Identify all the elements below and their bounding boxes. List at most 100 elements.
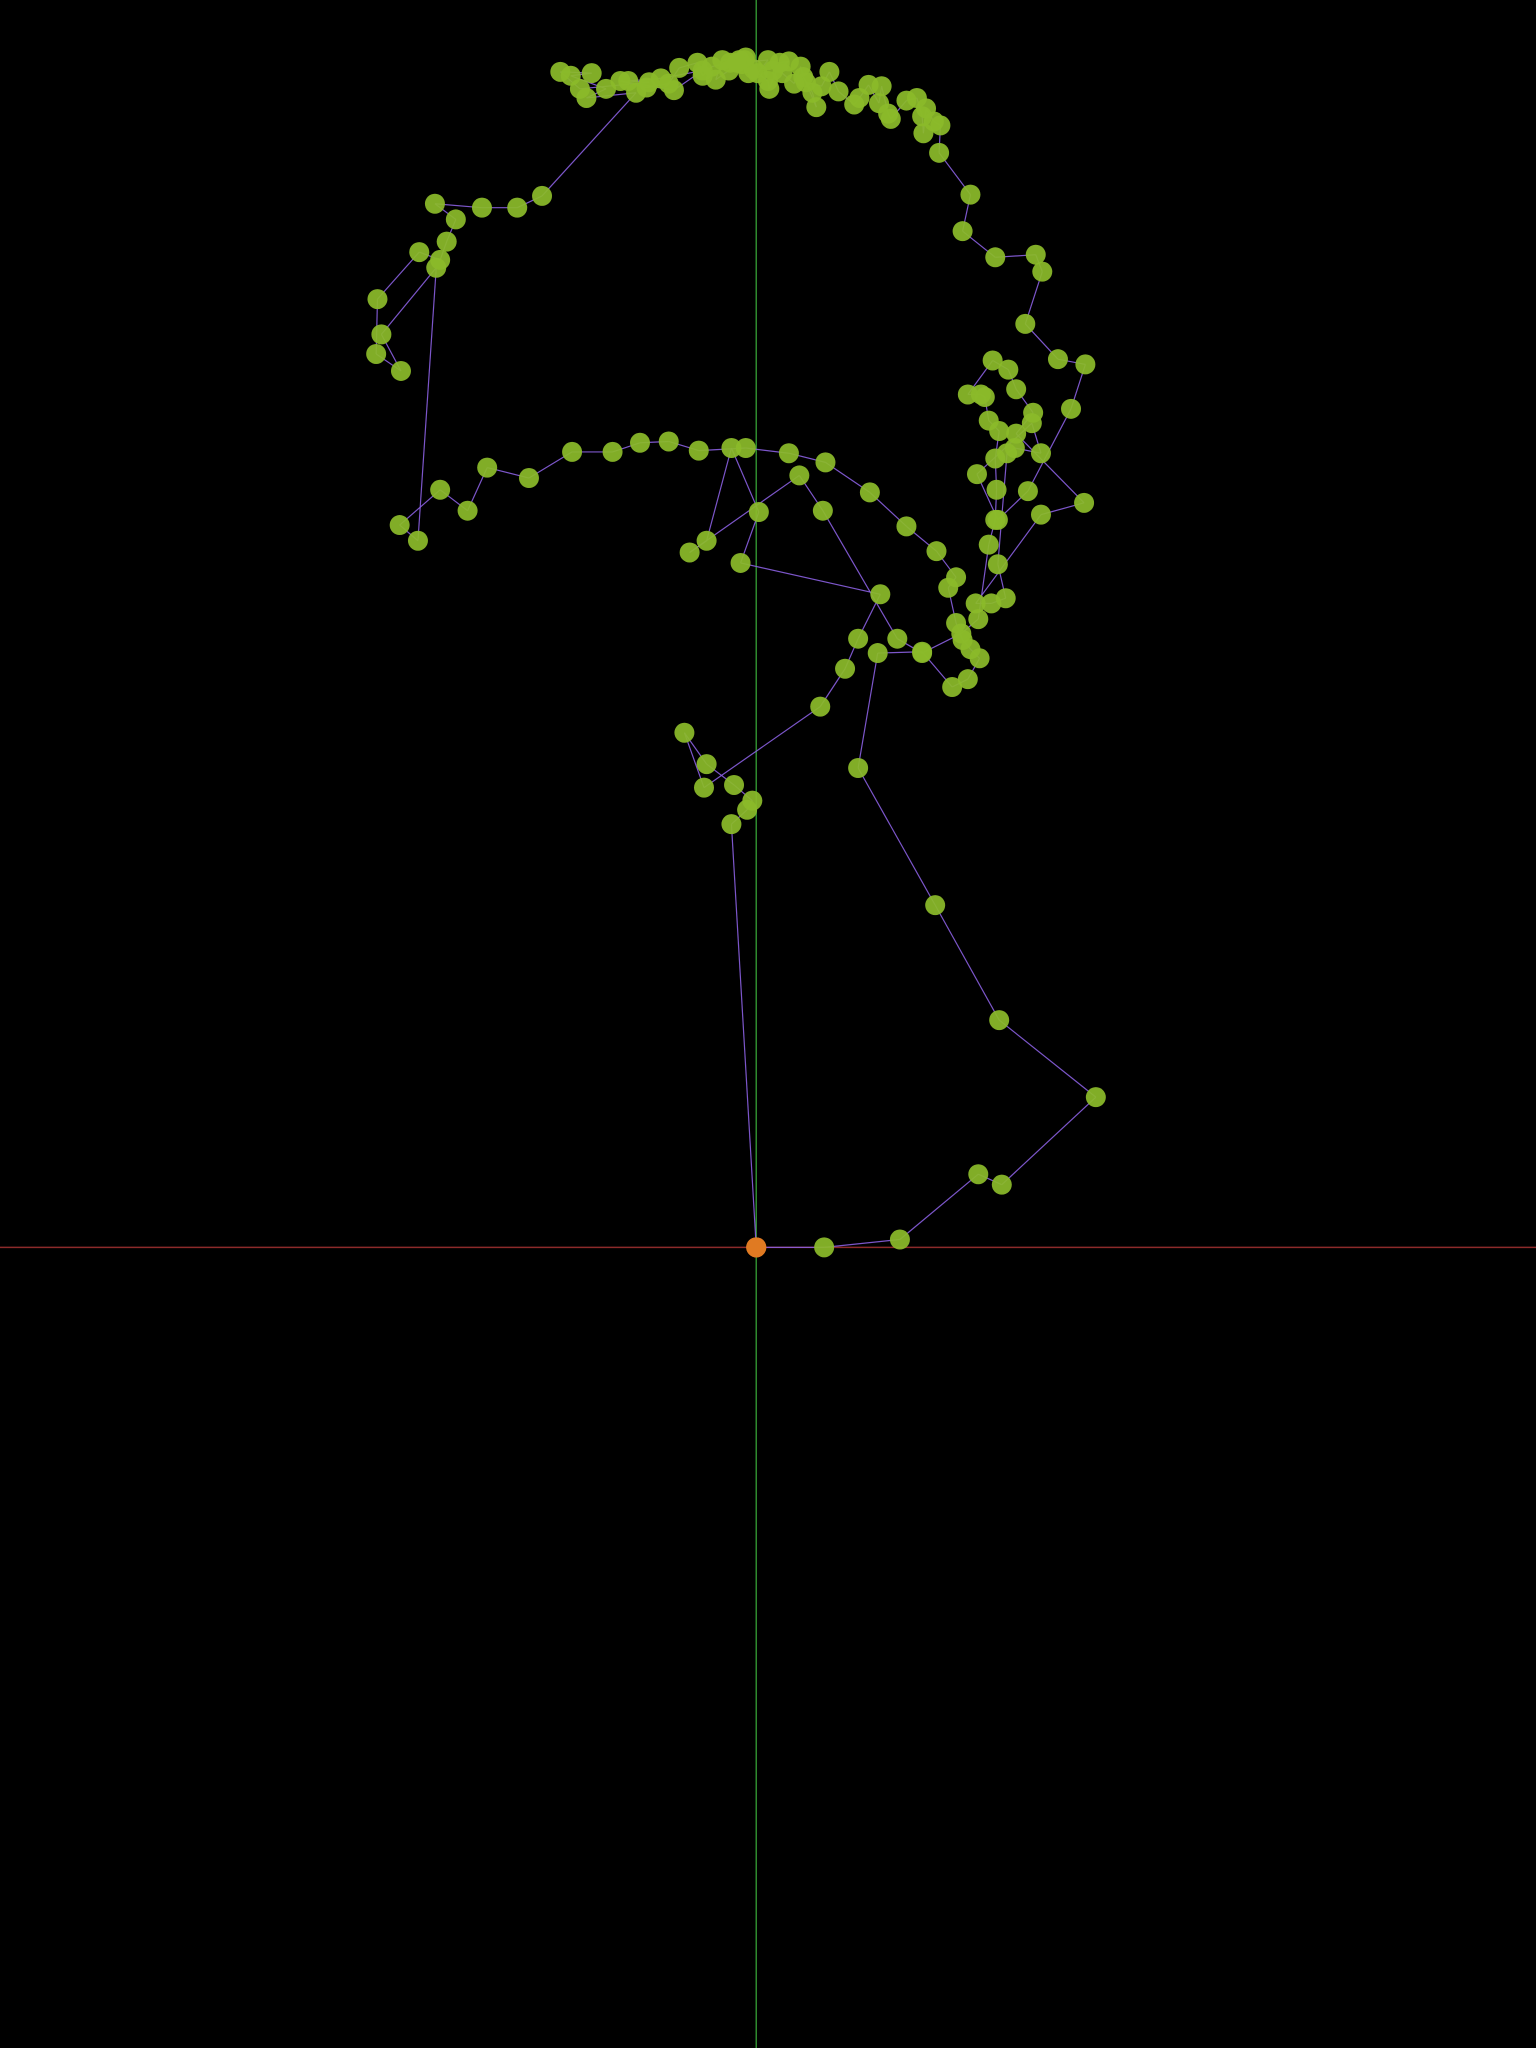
data-point [1085,1087,1106,1108]
data-point [518,468,539,489]
data-point [721,438,742,458]
data-point [828,81,849,102]
path-segment [824,1238,900,1248]
data-point [942,677,963,698]
data-point [1023,402,1044,423]
data-point [371,324,392,345]
data-point [471,197,492,218]
data-point [630,432,650,453]
origin-marker [746,1237,767,1258]
trajectory-points [366,47,1106,1258]
path-segment [380,267,437,335]
data-point [929,142,950,163]
data-point [789,465,810,486]
data-point [912,643,933,664]
data-point [748,502,769,522]
path-segment [706,447,733,541]
data-point [430,249,451,270]
data-point [986,479,1007,500]
data-point [978,534,999,555]
data-point [1074,492,1095,513]
data-point [1030,504,1051,525]
data-point [960,184,981,205]
data-point [696,754,717,775]
data-point [859,482,880,503]
path-segment [934,904,1000,1021]
data-point [430,479,451,500]
data-point [658,431,679,452]
data-point [989,1010,1010,1031]
data-point [981,593,1002,614]
data-point [814,1237,835,1258]
data-point [998,359,1019,380]
data-point [896,516,917,537]
path-segment [997,453,1008,565]
data-point [810,696,831,717]
data-point [390,360,411,381]
path-segment [899,1173,979,1240]
path-segment [998,1019,1097,1098]
data-point [870,584,891,605]
data-point [982,350,1003,371]
data-point [968,609,989,630]
data-point [1017,481,1038,502]
data-point [835,658,856,679]
data-point [930,115,951,136]
data-point [367,289,388,310]
data-point [952,221,973,242]
data-point [974,387,995,408]
path-segment [822,510,898,639]
data-point [636,77,657,98]
data-point [688,440,709,461]
data-point [669,57,690,78]
data-point [424,193,445,214]
data-point [985,448,1006,469]
data-point [815,452,836,473]
data-point [730,552,751,573]
data-point [407,530,428,551]
data-point [562,441,583,462]
data-point [871,76,892,97]
data-point [532,185,553,206]
data-point [1015,313,1036,334]
data-point [696,530,717,551]
data-point [965,593,986,614]
data-point [795,72,816,93]
data-point [581,63,602,84]
data-point [889,1229,910,1250]
data-point [848,628,869,649]
data-point [436,231,457,252]
data-point [951,623,972,644]
data-point [957,669,978,690]
data-point [674,722,695,743]
data-point [550,61,571,82]
path-segment [541,92,637,197]
data-point [989,421,1010,442]
path-segment [857,767,936,906]
path-segment [730,447,760,513]
data-point [1030,443,1051,464]
data-point [477,457,498,478]
data-point [1006,379,1027,400]
path-segment [975,514,1042,604]
data-point [610,70,631,91]
data-point [445,209,466,230]
data-point [1006,423,1027,444]
data-point [602,441,623,462]
data-point [1032,261,1053,282]
data-point [1061,398,1082,419]
path-segment [417,267,437,541]
data-point [806,97,827,118]
data-point [946,567,967,588]
data-point [985,509,1006,530]
path-segment [377,251,420,300]
data-point [724,774,745,795]
data-point [867,643,888,664]
data-point [679,542,700,563]
data-point [569,78,590,99]
data-point [880,108,901,129]
data-point [735,438,756,458]
path-segment [1001,1096,1097,1186]
